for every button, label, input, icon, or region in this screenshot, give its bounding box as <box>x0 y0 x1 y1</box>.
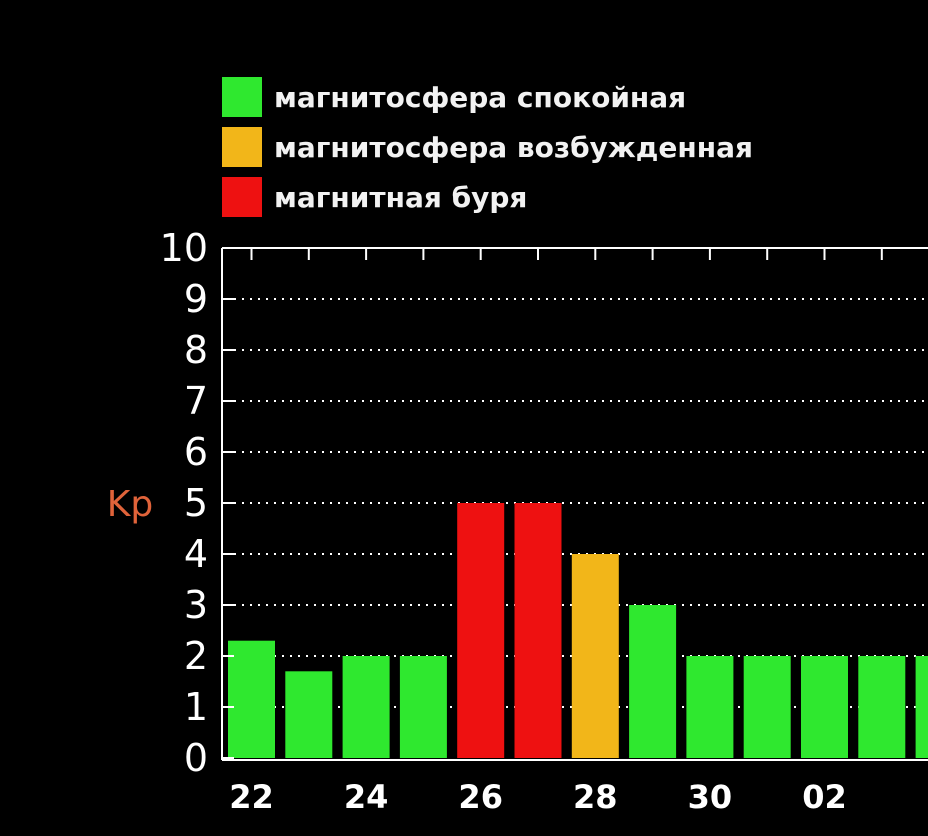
legend-item-storm: магнитная буря <box>222 172 753 222</box>
y-tick-label: 6 <box>184 430 208 474</box>
chart-legend: магнитосфера спокойная магнитосфера возб… <box>222 72 753 222</box>
bar-5 <box>514 503 562 758</box>
legend-label-excited: магнитосфера возбужденная <box>274 130 753 164</box>
y-tick-label: 8 <box>184 328 208 372</box>
y-tick-label: 4 <box>184 532 208 576</box>
y-tick-label: 7 <box>184 379 208 423</box>
x-tick-label: 22 <box>229 778 274 816</box>
bar-9 <box>743 656 791 758</box>
x-tick-label: 26 <box>458 778 503 816</box>
y-tick-label: 5 <box>184 481 208 525</box>
bar-11 <box>858 656 906 758</box>
bar-0 <box>228 640 275 758</box>
legend-label-calm: магнитосфера спокойная <box>274 80 687 114</box>
bar-1 <box>285 671 333 758</box>
bar-3 <box>399 656 447 758</box>
y-tick-label: 1 <box>184 685 208 729</box>
x-tick-label: 24 <box>344 778 389 816</box>
bar-8 <box>686 656 734 758</box>
y-tick-label: 9 <box>184 277 208 321</box>
bar-10 <box>801 656 848 758</box>
legend-item-calm: магнитосфера спокойная <box>222 72 753 122</box>
y-tick-label: 2 <box>184 634 208 678</box>
y-tick-label: 10 <box>160 226 208 270</box>
bar-2 <box>342 656 390 758</box>
legend-swatch-storm <box>222 177 262 217</box>
legend-swatch-calm <box>222 77 262 117</box>
bar-4 <box>457 503 505 758</box>
x-tick-label: 28 <box>573 778 618 816</box>
legend-label-storm: магнитная буря <box>274 180 528 214</box>
bar-12 <box>915 656 928 758</box>
x-tick-label: 02 <box>802 778 847 816</box>
y-axis-label: Kp <box>107 484 153 525</box>
x-tick-label: 30 <box>688 778 733 816</box>
bar-6 <box>571 554 619 758</box>
y-tick-label: 0 <box>184 736 208 780</box>
legend-item-excited: магнитосфера возбужденная <box>222 122 753 172</box>
y-tick-label: 3 <box>184 583 208 627</box>
legend-swatch-excited <box>222 127 262 167</box>
bar-7 <box>629 605 677 758</box>
